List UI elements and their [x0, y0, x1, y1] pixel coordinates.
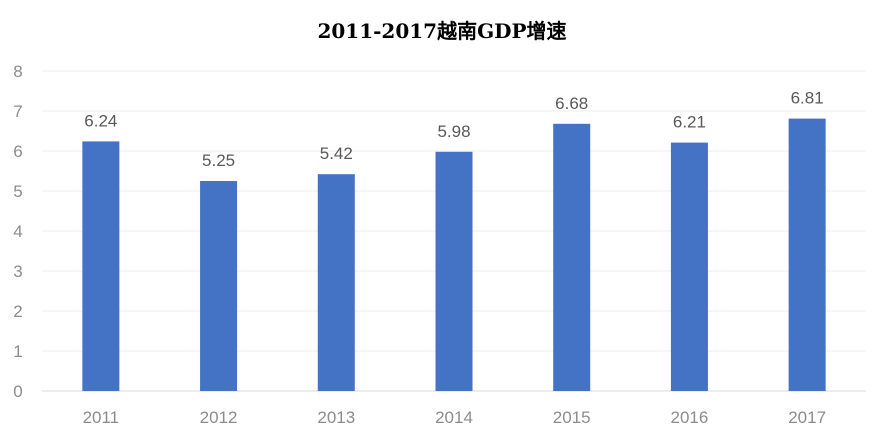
y-tick-label: 6: [13, 142, 22, 161]
bar: [82, 141, 120, 391]
data-labels: 6.24 5.25 5.42 5.98 6.68 6.21 6.81: [84, 89, 823, 170]
x-tick-label: 2012: [200, 408, 238, 427]
data-label: 6.24: [84, 111, 117, 130]
data-label: 5.25: [202, 151, 235, 170]
data-label: 6.81: [791, 89, 824, 108]
y-axis-ticks: 0 1 2 3 4 5 6 7 8: [13, 62, 22, 401]
x-tick-label: 2013: [317, 408, 355, 427]
y-tick-label: 1: [13, 342, 22, 361]
y-tick-label: 4: [13, 222, 22, 241]
bar: [788, 118, 826, 391]
bars: [82, 118, 826, 392]
bar: [317, 174, 355, 391]
x-tick-label: 2011: [83, 408, 120, 427]
bar: [553, 123, 591, 392]
data-label: 6.68: [555, 94, 588, 113]
y-tick-label: 5: [13, 182, 22, 201]
y-tick-label: 3: [13, 262, 22, 281]
x-tick-label: 2015: [553, 408, 591, 427]
x-tick-label: 2017: [788, 408, 826, 427]
y-tick-label: 2: [13, 302, 22, 321]
x-tick-label: 2014: [435, 408, 473, 427]
bar: [200, 181, 238, 391]
y-tick-label: 7: [13, 102, 22, 121]
data-label: 5.98: [437, 122, 470, 141]
bar: [670, 142, 708, 391]
y-tick-label: 8: [13, 62, 22, 81]
chart-title: 2011-2017越南GDP增速: [317, 19, 566, 43]
y-tick-label: 0: [13, 382, 22, 401]
bar: [435, 151, 473, 391]
x-tick-label: 2016: [671, 408, 709, 427]
x-axis-ticks: 2011 2012 2013 2014 2015 2016 2017: [83, 408, 826, 427]
data-label: 5.42: [320, 144, 353, 163]
data-label: 6.21: [673, 113, 706, 132]
